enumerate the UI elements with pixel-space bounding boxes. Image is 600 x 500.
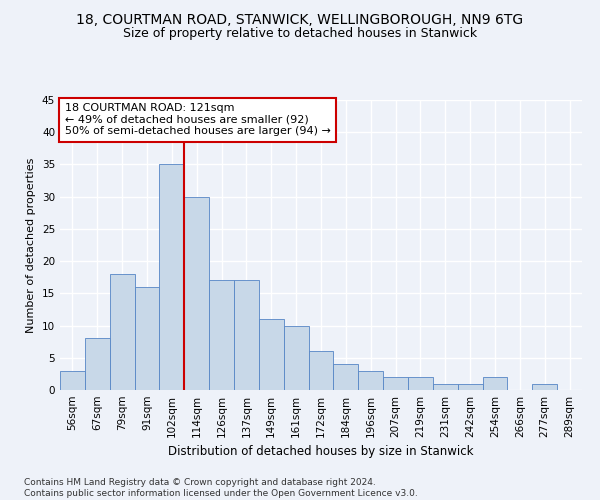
Text: 18 COURTMAN ROAD: 121sqm
← 49% of detached houses are smaller (92)
50% of semi-d: 18 COURTMAN ROAD: 121sqm ← 49% of detach… [65,103,331,136]
X-axis label: Distribution of detached houses by size in Stanwick: Distribution of detached houses by size … [168,446,474,458]
Bar [234,280,259,390]
Bar [308,352,334,390]
Bar [358,370,383,390]
Bar [458,384,482,390]
Y-axis label: Number of detached properties: Number of detached properties [26,158,37,332]
Text: Contains HM Land Registry data © Crown copyright and database right 2024.
Contai: Contains HM Land Registry data © Crown c… [24,478,418,498]
Bar [259,319,284,390]
Bar [284,326,308,390]
Bar [408,377,433,390]
Bar [383,377,408,390]
Bar [85,338,110,390]
Bar [60,370,85,390]
Bar [110,274,134,390]
Bar [160,164,184,390]
Bar [184,196,209,390]
Text: Size of property relative to detached houses in Stanwick: Size of property relative to detached ho… [123,28,477,40]
Bar [482,377,508,390]
Bar [532,384,557,390]
Bar [334,364,358,390]
Bar [433,384,458,390]
Bar [134,287,160,390]
Text: 18, COURTMAN ROAD, STANWICK, WELLINGBOROUGH, NN9 6TG: 18, COURTMAN ROAD, STANWICK, WELLINGBORO… [76,12,524,26]
Bar [209,280,234,390]
